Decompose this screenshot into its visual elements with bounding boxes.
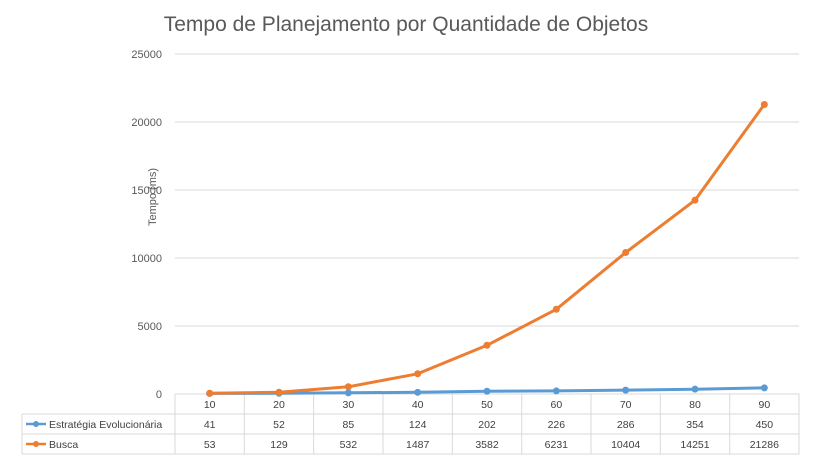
data-point [206, 389, 214, 397]
data-point [275, 388, 283, 396]
legend-key-marker [33, 421, 39, 427]
data-table: 10 20 30 40 50 60 70 80 90 Estratégia Evolucionár… [21, 393, 800, 455]
legend-series-name: Estratégia Evolucionária [49, 419, 162, 431]
y-tick-label: 25000 [131, 49, 162, 61]
data-table-value: 226 [548, 419, 566, 431]
data-point [552, 305, 560, 313]
legend-series-name: Busca [49, 439, 78, 451]
data-point [414, 388, 422, 396]
legend-key-marker [33, 441, 39, 447]
data-table-value: 53 [204, 439, 216, 451]
data-table-value: 1487 [406, 439, 430, 451]
data-table-value: 354 [686, 419, 704, 431]
y-axis-ticks: 0 5000 10000 15000 20000 25000 [131, 49, 162, 401]
y-tick-label: 0 [156, 389, 162, 401]
data-point [691, 385, 699, 393]
x-category-label: 50 [481, 399, 493, 411]
series-line [208, 103, 766, 395]
data-table-value: 450 [756, 419, 774, 431]
data-table-value: 129 [270, 439, 288, 451]
data-table-value: 52 [273, 419, 285, 431]
x-category-label: 30 [342, 399, 354, 411]
x-category-label: 90 [758, 399, 770, 411]
data-point [760, 101, 768, 109]
data-table-value: 85 [342, 419, 354, 431]
gridlines [175, 53, 799, 327]
data-point [483, 387, 491, 395]
y-axis-label: Tempo (ms) [147, 168, 159, 226]
data-point [344, 389, 352, 397]
data-table-value: 21286 [750, 439, 779, 451]
chart-title: Tempo de Planejamento por Quantidade de … [164, 13, 649, 36]
data-point [691, 196, 699, 204]
data-point [414, 370, 422, 378]
data-table-value: 124 [409, 419, 427, 431]
y-tick-label: 20000 [131, 117, 162, 129]
data-table-value: 286 [617, 419, 635, 431]
data-point [622, 386, 630, 394]
x-category-label: 80 [689, 399, 701, 411]
y-tick-label: 10000 [131, 253, 162, 265]
data-point [622, 249, 630, 257]
x-category-label: 10 [204, 399, 216, 411]
data-table-value: 41 [204, 419, 216, 431]
data-point [760, 384, 768, 392]
x-category-label: 20 [273, 399, 285, 411]
data-table-value: 10404 [611, 439, 640, 451]
data-table-value: 202 [478, 419, 496, 431]
data-point [344, 383, 352, 391]
x-category-label: 40 [412, 399, 424, 411]
y-tick-label: 15000 [131, 185, 162, 197]
data-point [483, 341, 491, 349]
series-lines [206, 101, 768, 397]
data-table-value: 532 [340, 439, 358, 451]
data-table-value: 3582 [475, 439, 499, 451]
data-table-value: 6231 [545, 439, 569, 451]
x-category-label: 60 [550, 399, 562, 411]
y-tick-label: 5000 [138, 321, 162, 333]
data-table-value: 14251 [680, 439, 709, 451]
data-point [552, 387, 560, 395]
x-category-label: 70 [620, 399, 632, 411]
